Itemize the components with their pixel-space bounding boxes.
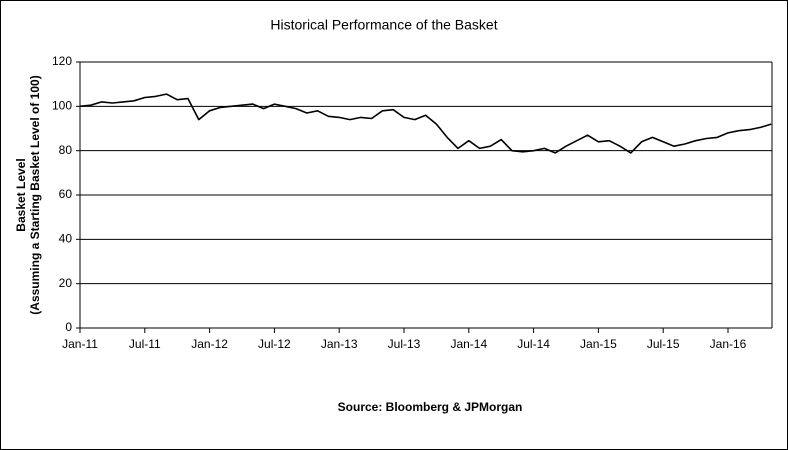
x-tick-label: Jan-11 (62, 337, 98, 351)
y-tick-label: 20 (59, 276, 73, 290)
x-tick-label: Jan-15 (580, 337, 617, 351)
y-tick-label: 0 (65, 320, 72, 334)
y-tick-label: 80 (59, 143, 73, 157)
x-tick-label: Jul-11 (129, 337, 161, 351)
x-tick-label: Jan-16 (710, 337, 747, 351)
line (79, 93, 772, 154)
source-note: Source: Bloomberg & JPMorgan (338, 400, 523, 414)
x-tick-label: Jul-13 (388, 337, 421, 351)
y-tick-label: 60 (59, 187, 73, 201)
y-axis-label: Basket Level (Assuming a Starting Basket… (14, 75, 42, 314)
x-tick-label: Jan-14 (450, 337, 487, 351)
y-axis-label-line: (Assuming a Starting Basket Level of 100… (28, 75, 42, 314)
x-tick-label: Jan-13 (321, 337, 358, 351)
x-tick-label: Jan-12 (191, 337, 228, 351)
x-tick-label: Jul-12 (258, 337, 291, 351)
y-axis-label-line: Basket Level (14, 158, 28, 231)
y-tick-label: 100 (52, 99, 72, 113)
chart-title: Historical Performance of the Basket (270, 17, 497, 33)
y-tick-label: 40 (59, 232, 73, 246)
x-tick-label: Jul-14 (517, 337, 550, 351)
y-tick-label: 120 (52, 54, 72, 68)
x-tick-label: Jul-15 (647, 337, 680, 351)
